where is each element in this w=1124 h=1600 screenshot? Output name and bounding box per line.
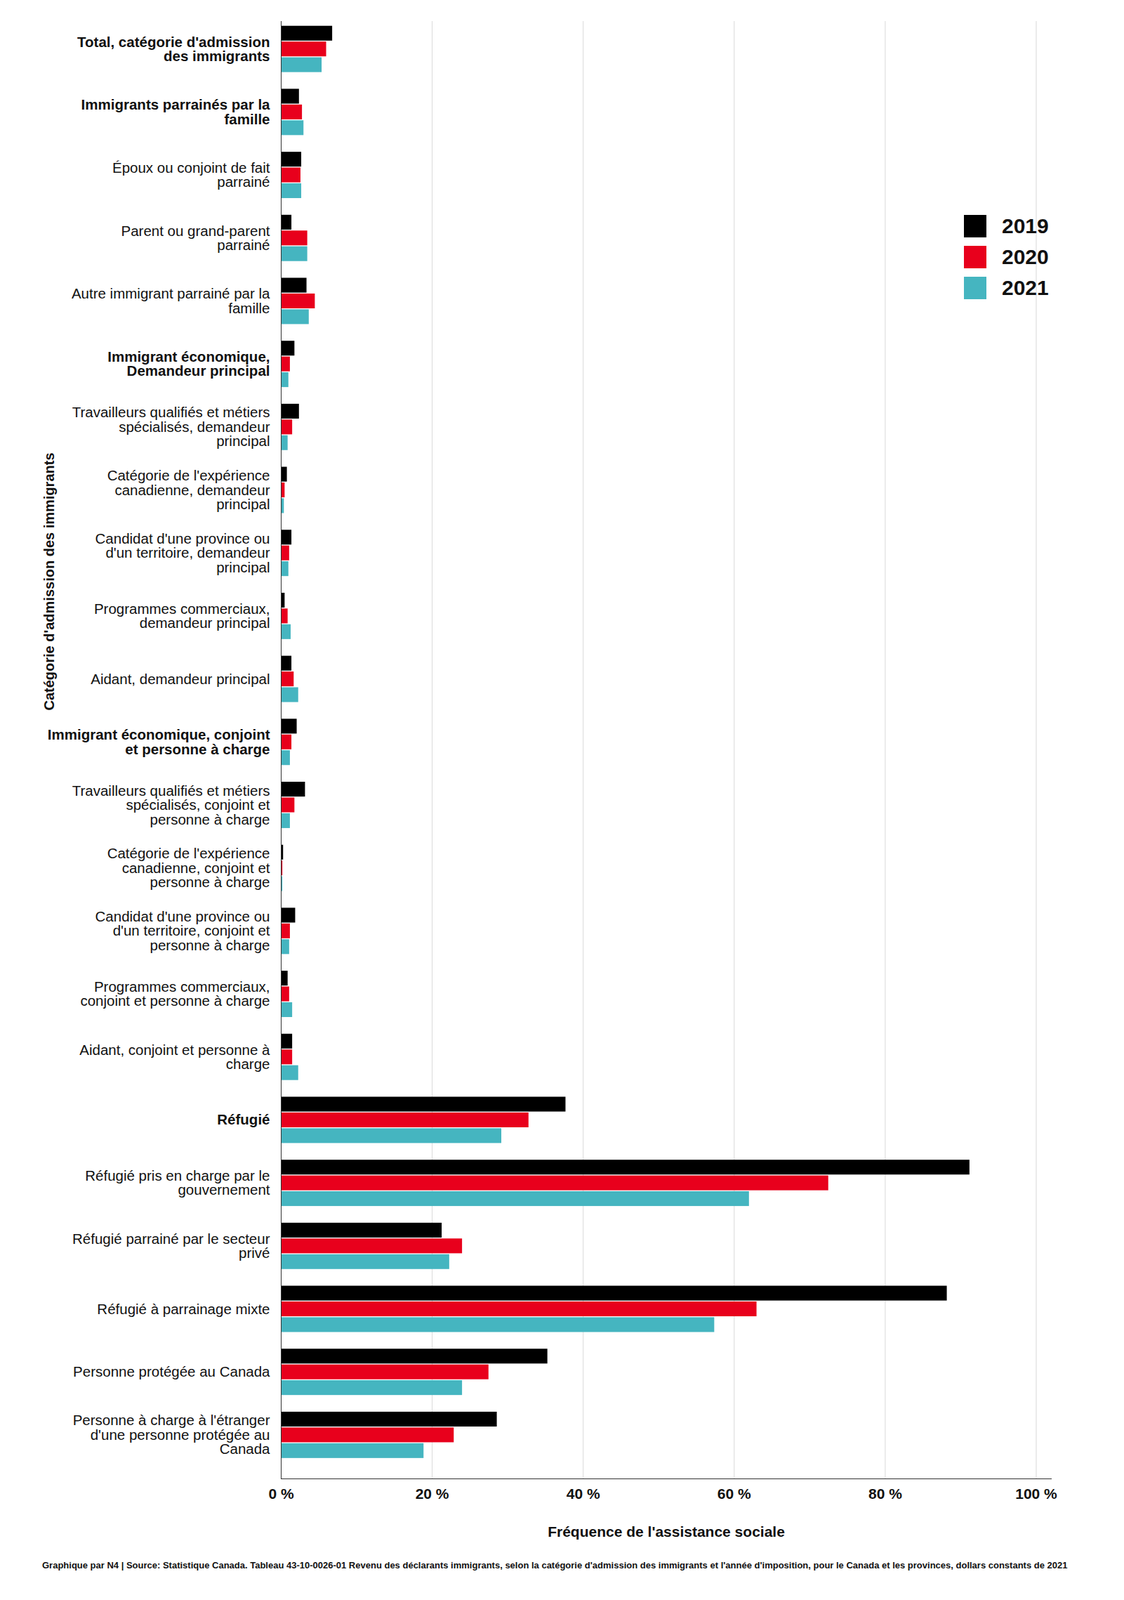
svg-text:Aidant, demandeur principal: Aidant, demandeur principal <box>90 670 270 687</box>
svg-text:Réfugié: Réfugié <box>216 1110 270 1127</box>
svg-text:Immigrants parrainés par lafam: Immigrants parrainés par lafamille <box>81 96 271 128</box>
svg-text:Réfugié parrainé par le secteu: Réfugié parrainé par le secteurprivé <box>72 1230 271 1261</box>
svg-text:100 %: 100 % <box>1015 1484 1058 1502</box>
html-text:2021: 2021 <box>1001 275 1049 300</box>
svg-text:60 %: 60 % <box>717 1484 752 1502</box>
svg-text:Travailleurs qualifiés et méti: Travailleurs qualifiés et métiersspécial… <box>72 782 271 828</box>
html-text:Graphique par N4 | Source: Sta: Graphique par N4 | Source: Statistique C… <box>42 1559 1068 1570</box>
svg-text:40 %: 40 % <box>566 1484 601 1502</box>
svg-text:Autre immigrant parrainé par l: Autre immigrant parrainé par lafamille <box>71 285 271 316</box>
svg-text:Réfugié à parrainage mixte: Réfugié à parrainage mixte <box>96 1300 270 1317</box>
svg-text:Époux ou conjoint de faitparra: Époux ou conjoint de faitparrainé <box>112 159 271 191</box>
svg-text:20 %: 20 % <box>415 1484 450 1502</box>
svg-text:80 %: 80 % <box>868 1484 903 1502</box>
svg-text:Aidant, conjoint et personne à: Aidant, conjoint et personne àcharge <box>79 1041 271 1073</box>
svg-text:Travailleurs qualifiés et méti: Travailleurs qualifiés et métiersspécial… <box>72 403 271 449</box>
html-text:2020: 2020 <box>1001 245 1049 269</box>
svg-text:Programmes commerciaux,demande: Programmes commerciaux,demandeur princip… <box>94 600 271 632</box>
svg-text:Total, catégorie d'admissionde: Total, catégorie d'admissiondes immigran… <box>77 32 270 64</box>
html-text:2019: 2019 <box>1001 214 1049 238</box>
svg-text:Catégorie de l'expériencecanad: Catégorie de l'expériencecanadienne, con… <box>107 844 271 890</box>
svg-text:Immigrant économique,Demandeur: Immigrant économique,Demandeur principal <box>107 348 270 380</box>
svg-text:Personne protégée au Canada: Personne protégée au Canada <box>73 1362 271 1379</box>
html-text:Catégorie d'admission des immi: Catégorie d'admission des immigrants <box>41 452 57 711</box>
svg-text:Personne à charge à l'étranger: Personne à charge à l'étrangerd'une pers… <box>73 1411 271 1457</box>
svg-text:Immigrant économique, conjoint: Immigrant économique, conjointet personn… <box>47 725 271 757</box>
svg-text:Réfugié pris en charge par leg: Réfugié pris en charge par legouvernemen… <box>84 1166 271 1198</box>
svg-text:Catégorie de l'expériencecanad: Catégorie de l'expériencecanadienne, dem… <box>107 466 271 512</box>
svg-text:Candidat d'une province oud'un: Candidat d'une province oud'un territoir… <box>95 530 271 575</box>
svg-text:Parent ou grand-parentparrainé: Parent ou grand-parentparrainé <box>121 222 271 254</box>
svg-text:0 %: 0 % <box>268 1484 295 1502</box>
svg-text:Fréquence de l'assistance soci: Fréquence de l'assistance sociale <box>547 1522 785 1539</box>
svg-text:Programmes commerciaux,conjoin: Programmes commerciaux,conjoint et perso… <box>80 977 270 1009</box>
svg-text:Candidat d'une province oud'un: Candidat d'une province oud'un territoir… <box>95 907 271 953</box>
